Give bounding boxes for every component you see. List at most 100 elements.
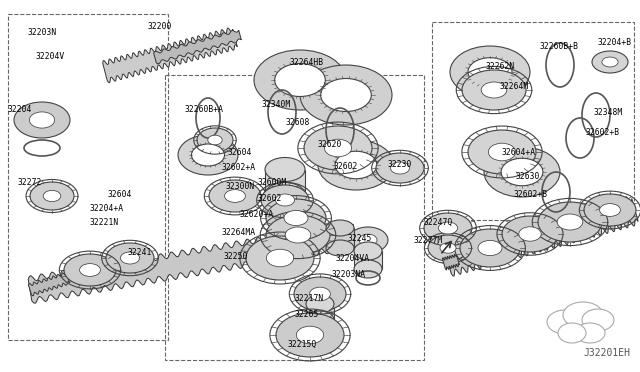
Text: 32620: 32620 [318, 140, 342, 149]
Ellipse shape [321, 78, 371, 112]
Polygon shape [103, 28, 237, 83]
Ellipse shape [584, 194, 636, 226]
Ellipse shape [600, 203, 620, 217]
Text: 32221N: 32221N [90, 218, 119, 227]
Ellipse shape [30, 182, 74, 210]
Ellipse shape [438, 222, 458, 234]
Text: 32340M: 32340M [262, 100, 291, 109]
Ellipse shape [261, 185, 309, 215]
Ellipse shape [478, 240, 502, 256]
Text: 32620+A: 32620+A [240, 210, 274, 219]
Ellipse shape [300, 65, 392, 125]
Text: 32250: 32250 [224, 252, 248, 261]
Polygon shape [326, 228, 354, 248]
Text: 32264HB: 32264HB [290, 58, 324, 67]
Ellipse shape [191, 144, 225, 166]
Polygon shape [306, 304, 334, 320]
Ellipse shape [462, 70, 526, 110]
Ellipse shape [424, 213, 472, 243]
Ellipse shape [354, 260, 382, 278]
Text: 32604: 32604 [228, 148, 252, 157]
Ellipse shape [304, 126, 372, 170]
Ellipse shape [209, 180, 261, 212]
Polygon shape [354, 251, 382, 269]
Ellipse shape [481, 82, 507, 98]
Text: 32215Q: 32215Q [288, 340, 317, 349]
Ellipse shape [348, 227, 388, 253]
Ellipse shape [318, 140, 394, 190]
Text: 32230: 32230 [388, 160, 412, 169]
Text: J32201EH: J32201EH [583, 348, 630, 358]
Text: 32264MA: 32264MA [222, 228, 256, 237]
Ellipse shape [120, 252, 140, 264]
Ellipse shape [225, 190, 245, 202]
Ellipse shape [310, 287, 330, 301]
Text: 32264M: 32264M [500, 82, 529, 91]
Text: 32272: 32272 [18, 178, 42, 187]
Ellipse shape [468, 130, 536, 174]
Text: 32204: 32204 [8, 105, 33, 114]
Text: 32602+A: 32602+A [222, 163, 256, 172]
Ellipse shape [79, 264, 100, 276]
Ellipse shape [64, 254, 116, 286]
Ellipse shape [276, 313, 344, 357]
Ellipse shape [359, 234, 377, 246]
Ellipse shape [265, 183, 305, 206]
Ellipse shape [294, 277, 346, 311]
Text: 32204+A: 32204+A [90, 204, 124, 213]
Polygon shape [443, 254, 460, 270]
Ellipse shape [285, 227, 311, 243]
Ellipse shape [460, 229, 520, 267]
Ellipse shape [275, 194, 294, 206]
Text: 32204VA: 32204VA [336, 254, 370, 263]
Ellipse shape [376, 153, 424, 183]
Ellipse shape [326, 240, 354, 256]
Ellipse shape [484, 147, 560, 197]
Ellipse shape [547, 310, 583, 334]
Text: 32260B+B: 32260B+B [540, 42, 579, 51]
Text: 32630: 32630 [516, 172, 540, 181]
Text: 32241: 32241 [128, 248, 152, 257]
Polygon shape [265, 170, 305, 195]
Ellipse shape [246, 236, 314, 280]
Polygon shape [29, 273, 70, 296]
Polygon shape [154, 30, 241, 64]
Ellipse shape [265, 157, 305, 182]
Ellipse shape [558, 323, 586, 343]
Ellipse shape [335, 151, 377, 179]
Polygon shape [445, 197, 638, 276]
Text: 32277M: 32277M [414, 236, 444, 245]
Text: 32203N: 32203N [28, 28, 57, 37]
Text: 32247Q: 32247Q [424, 218, 453, 227]
Ellipse shape [275, 64, 325, 96]
Ellipse shape [450, 46, 530, 98]
Ellipse shape [266, 215, 330, 255]
Text: 32604: 32604 [108, 190, 132, 199]
Text: 32348M: 32348M [594, 108, 623, 117]
Ellipse shape [563, 302, 603, 328]
Text: 32602+B: 32602+B [586, 128, 620, 137]
Text: 32217N: 32217N [295, 294, 324, 303]
Ellipse shape [428, 235, 468, 261]
Text: 32265: 32265 [295, 310, 319, 319]
Ellipse shape [106, 243, 154, 273]
Ellipse shape [488, 143, 516, 161]
Ellipse shape [306, 295, 334, 313]
Text: 32600M: 32600M [258, 178, 287, 187]
Ellipse shape [254, 50, 346, 110]
Ellipse shape [29, 112, 54, 128]
Bar [432, 22, 634, 220]
Text: 32300N: 32300N [226, 182, 255, 191]
Ellipse shape [44, 190, 61, 202]
Ellipse shape [354, 242, 382, 260]
Text: 32602: 32602 [334, 162, 358, 171]
Text: 32262N: 32262N [486, 62, 515, 71]
Ellipse shape [197, 128, 233, 152]
Ellipse shape [14, 102, 70, 138]
Ellipse shape [501, 158, 543, 186]
Ellipse shape [502, 216, 558, 252]
Text: 32203NA: 32203NA [332, 270, 366, 279]
Polygon shape [28, 222, 357, 303]
Ellipse shape [306, 311, 334, 329]
Ellipse shape [519, 227, 541, 241]
